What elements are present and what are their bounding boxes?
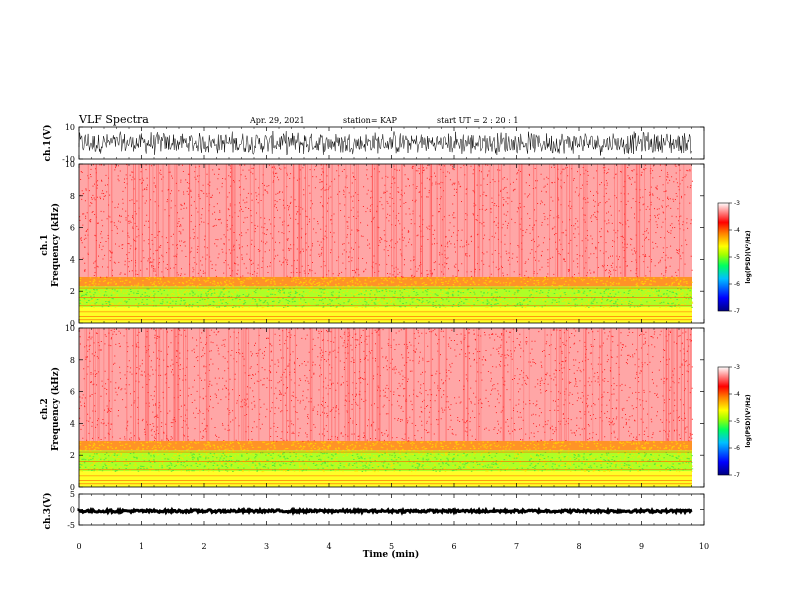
ch1-waveform-y-tick-label: -10 — [62, 155, 75, 164]
ch1-spec-ylabel: ch.1 Frequency (kHz) — [40, 203, 61, 287]
x-axis-label: Time (min) — [363, 549, 420, 560]
ch1-colorbar-tick-label: -5 — [734, 254, 740, 261]
ch2-colorbar-tick-label: -4 — [734, 391, 740, 398]
x-tick-label: 2 — [201, 542, 206, 551]
ch3-ylabel: ch.3(V) — [42, 493, 53, 530]
ch2-spectrogram-y-tick-label: 10 — [65, 324, 75, 333]
ch1-waveform-y-tick-label: 10 — [65, 123, 75, 132]
ch3-waveform-panel: 5 0 -5 0 1 2 3 4 5 6 7 8 9 10 — [67, 490, 709, 551]
x-tick-label: 10 — [699, 542, 709, 551]
ch1-spectrogram-band — [79, 276, 692, 287]
ch2-colorbar-tick-label: -5 — [734, 418, 740, 425]
ch1-colorbar-tick-label: -7 — [734, 308, 740, 315]
ch3-waveform-y-tick-label: 5 — [70, 490, 75, 499]
ch1-colorbar-tick-label: -4 — [734, 227, 740, 234]
ch1-colorbar-tick-label: -3 — [734, 200, 740, 207]
ch2-colorbar-tick-label: -7 — [734, 472, 740, 479]
ch1-colorbar — [717, 202, 730, 312]
ch2-colorbar-tick-label: -3 — [734, 364, 740, 371]
x-tick-label: 4 — [326, 542, 331, 551]
x-tick-label: 1 — [139, 542, 144, 551]
ch1-spectrogram-y-tick-label: 6 — [70, 224, 75, 233]
ch3-waveform-y-tick-label: 0 — [70, 506, 75, 515]
date-label: Apr. 29, 2021 — [249, 116, 305, 125]
ch1-spectrogram-y-tick-label: 2 — [70, 287, 75, 296]
x-tick-label: 3 — [264, 542, 269, 551]
ch2-spectrogram-band — [79, 328, 692, 441]
ch1-ylabel: ch.1(V) — [42, 125, 53, 162]
ch2-spectrogram-y-tick-label: 0 — [70, 483, 75, 492]
ch2-spectrogram-band — [79, 471, 692, 487]
svg-text:Frequency (kHz): Frequency (kHz) — [50, 203, 61, 287]
x-tick-label: 6 — [451, 542, 456, 551]
ch2-spectrogram-y-tick-label: 2 — [70, 451, 75, 460]
ch1-spectrogram-band — [79, 164, 692, 277]
ch1-spectrogram-green-speckle — [79, 288, 693, 308]
ch1-spectrogram-y-tick-label: 10 — [65, 160, 75, 169]
ch1-spectrogram-band — [79, 286, 692, 308]
x-tick-label: 9 — [639, 542, 644, 551]
ch2-spectrogram-y-tick-label: 8 — [70, 356, 75, 365]
ch1-colorbar-label: log(PSD)(V²/Hz) — [745, 230, 752, 283]
ch1-spectrogram-mid-speckle — [79, 276, 694, 309]
x-tick-label: 8 — [576, 542, 581, 551]
x-tick-label: 7 — [514, 542, 519, 551]
ch2-spec-ylabel: ch.2 Frequency (kHz) — [40, 367, 61, 451]
x-tick-label: 0 — [76, 542, 81, 551]
ch1-spectrogram-y-tick-label: 4 — [70, 255, 75, 264]
figure-title: VLF Spectra — [78, 113, 149, 126]
ch1-spectrogram-band — [79, 307, 692, 323]
ch2-spectrogram-y-tick-label: 4 — [70, 419, 75, 428]
ch2-spectrogram-y-tick-label: 6 — [70, 388, 75, 397]
svg-text:Frequency (kHz): Frequency (kHz) — [50, 367, 61, 451]
ch2-spectrogram-panel: 0 2 4 6 8 10 — [65, 324, 705, 492]
ch2-colorbar — [717, 366, 730, 476]
ch1-spectrogram-y-tick-label: 0 — [70, 319, 75, 328]
ch1-spectrogram-y-tick-label: 8 — [70, 192, 75, 201]
ch1-waveform-panel: 10 -10 — [62, 123, 705, 164]
start-time-label: start UT = 2 : 20 : 1 — [437, 116, 518, 125]
x-tick-label: 5 — [389, 542, 394, 551]
ch1-waveform-line — [78, 130, 692, 156]
svg-text:ch.1: ch.1 — [40, 234, 50, 255]
ch3-waveform-y-tick-label: -5 — [67, 521, 75, 530]
ch2-spectrogram-mid-speckle — [79, 440, 694, 473]
ch2-spectrogram-band — [79, 440, 692, 451]
ch1-colorbar-tick-label: -6 — [734, 281, 740, 288]
ch3-waveform-line — [77, 506, 693, 516]
station-label: station= KAP — [343, 116, 398, 125]
ch1-spectrogram-panel: 0 2 4 6 8 10 — [65, 160, 705, 328]
ch2-colorbar-label: log(PSD)(V²/Hz) — [745, 394, 752, 447]
ch2-colorbar-tick-label: -6 — [734, 445, 740, 452]
svg-text:ch.2: ch.2 — [40, 398, 50, 419]
